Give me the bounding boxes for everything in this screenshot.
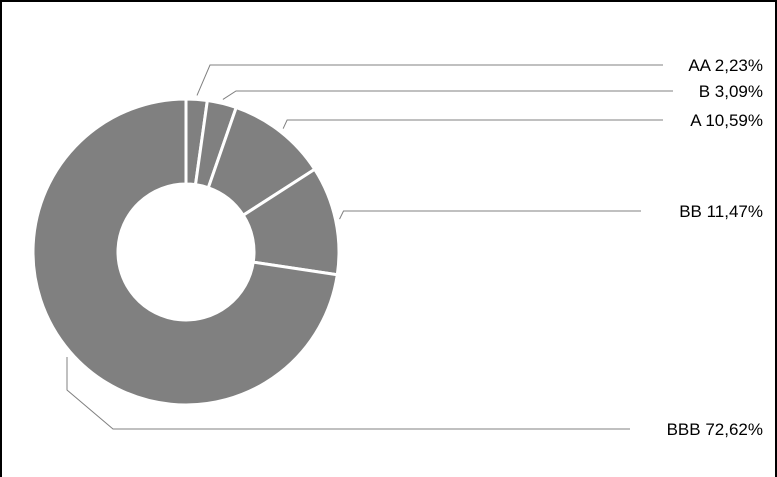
leader-line-bbb: [66, 357, 630, 430]
leader-line-a: [282, 119, 663, 129]
donut-slices: [31, 97, 341, 407]
slice-label-aa: AA 2,23%: [688, 56, 763, 75]
slice-label-bbb: BBB 72,62%: [667, 420, 763, 439]
leader-lines: [66, 64, 673, 430]
slice-label-a: A 10,59%: [690, 111, 763, 130]
leader-line-aa: [196, 64, 663, 96]
slice-bbb[interactable]: [31, 97, 340, 407]
slice-labels: AA 2,23% B 3,09% A 10,59% BB 11,47% BBB 72,6…: [667, 56, 763, 439]
slice-label-bb: BB 11,47%: [679, 202, 763, 221]
leader-line-b: [222, 90, 673, 100]
leader-line-bb: [339, 210, 641, 220]
slice-label-b: B 3,09%: [699, 82, 763, 101]
